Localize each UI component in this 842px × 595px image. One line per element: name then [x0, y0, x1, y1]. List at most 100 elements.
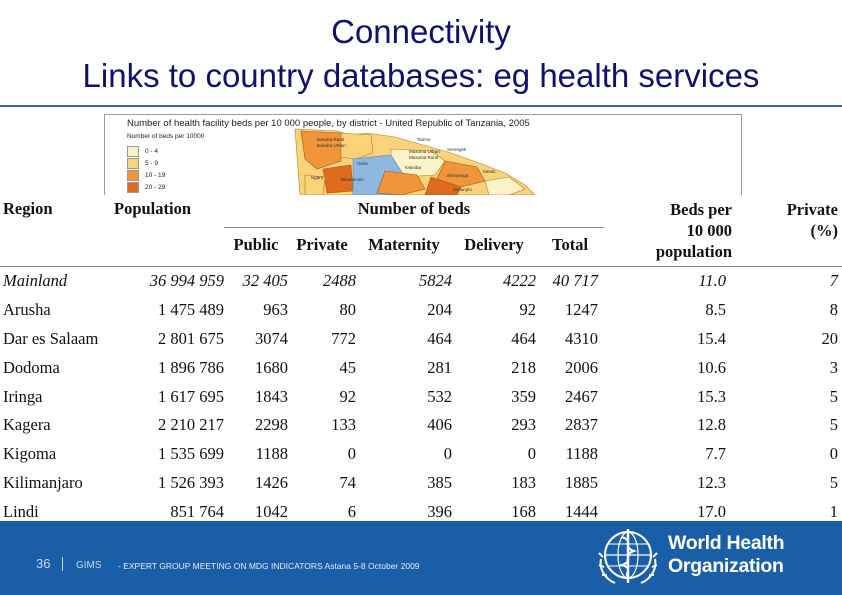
table-row: Kagera 2 210 217 2298 133 406 293 2837 12.8 5 — [0, 411, 842, 440]
map-legend-title: Number of beds per 10000 — [127, 133, 205, 140]
cell-beds-per: 7.7 — [705, 444, 726, 464]
table-row-total: Mainland 36 994 959 32 405 2488 5824 4222 40 7… — [0, 267, 842, 296]
cell-public: 1426 — [255, 472, 288, 492]
cell-total: 2837 — [565, 415, 598, 435]
cell-population: 36 994 959 — [149, 271, 224, 291]
cell-private: 133 — [331, 415, 356, 435]
cell-delivery: 92 — [519, 300, 537, 320]
cell-total: 2467 — [565, 386, 598, 406]
cell-private-pct: 1 — [829, 501, 838, 521]
legend-swatch — [127, 170, 139, 181]
cell-population: 2 801 675 — [158, 328, 224, 348]
table-row: Lindi 851 764 1042 6 396 168 1444 17.0 1 — [0, 497, 842, 526]
who-wordmark: World Health Organization — [668, 532, 785, 578]
legend-label: 0 - 4 — [145, 148, 159, 155]
cell-region: Lindi — [3, 501, 39, 521]
cell-beds-per: 15.3 — [697, 386, 726, 406]
legend-label: 20 - 29 — [145, 184, 166, 191]
table-row: Kilimanjaro 1 526 393 1426 74 385 183 1885 12.3… — [0, 469, 842, 498]
cell-region: Dar es Salaam — [3, 328, 99, 348]
cell-delivery: 4222 — [503, 271, 536, 291]
cell-beds-per: 12.8 — [697, 415, 726, 435]
legend-label: 5 - 9 — [145, 160, 159, 167]
cell-beds-per: 15.4 — [697, 328, 726, 348]
cell-population: 851 764 — [170, 501, 224, 521]
map-legend-item: 20 - 29 — [127, 182, 165, 193]
cell-public: 1042 — [255, 501, 288, 521]
cell-total: 2006 — [565, 357, 598, 377]
cell-private-pct: 0 — [829, 444, 838, 464]
map-graphic — [294, 128, 536, 195]
who-emblem-icon — [598, 529, 658, 584]
map-district-label: Ngara — [311, 175, 324, 180]
cell-beds-per: 17.0 — [697, 501, 726, 521]
slide-title-line2: Links to country databases: eg health se… — [82, 57, 760, 94]
cell-public: 1188 — [255, 444, 288, 464]
table-body: Mainland 36 994 959 32 405 2488 5824 4222 40 7… — [0, 267, 842, 527]
map-district-label: Musoma Urban — [409, 149, 440, 154]
header-region: Region — [3, 199, 53, 218]
cell-region: Arusha — [3, 300, 51, 320]
cell-maternity: 204 — [427, 300, 452, 320]
map-title: Number of health facility beds per 10 00… — [127, 118, 530, 129]
map-district-label: Meatu — [483, 169, 496, 174]
cell-delivery: 0 — [527, 444, 536, 464]
footer-org: GIMS — [76, 560, 102, 571]
cell-maternity: 281 — [427, 357, 452, 377]
map-district-label: Biharamulo — [341, 177, 364, 182]
cell-private-pct: 3 — [829, 357, 838, 377]
map-legend-item: 0 - 4 — [127, 146, 158, 157]
map-district-label: Simanjiro — [453, 187, 472, 192]
header-beds-per-line: Beds per — [670, 200, 732, 219]
cell-total: 1444 — [565, 501, 598, 521]
cell-population: 1 535 699 — [158, 444, 224, 464]
beds-table: Region Population Number of beds Beds pe… — [0, 194, 842, 526]
who-name-line1: World Health — [668, 532, 785, 554]
slide-title-line1: Connectivity — [331, 13, 511, 50]
cell-public: 1680 — [255, 357, 288, 377]
table-subheader-row: Public Private Maternity Delivery Total — [0, 227, 842, 262]
cell-public: 1843 — [255, 386, 288, 406]
cell-population: 1 617 695 — [158, 386, 224, 406]
table-row: Dodoma 1 896 786 1680 45 281 218 2006 10.6 3 — [0, 353, 842, 382]
title-divider — [0, 105, 842, 107]
map-district-label: Bukoba Urban — [317, 143, 346, 148]
cell-population: 1 475 489 — [158, 300, 224, 320]
cell-maternity: 464 — [427, 328, 452, 348]
cell-public: 32 405 — [242, 271, 288, 291]
page-number: 36 — [36, 556, 51, 571]
footer-meeting-text: - EXPERT GROUP MEETING ON MDG INDICATORS… — [118, 561, 420, 571]
cell-public: 2298 — [255, 415, 288, 435]
cell-maternity: 5824 — [419, 271, 452, 291]
table-row: Kigoma 1 535 699 1188 0 0 0 1188 7.7 0 — [0, 440, 842, 469]
cell-maternity: 406 — [427, 415, 452, 435]
map-district-label: Geita — [357, 161, 368, 166]
cell-beds-per: 11.0 — [698, 271, 726, 291]
header-private-line: Private — [786, 200, 838, 219]
cell-region: Dodoma — [3, 357, 60, 377]
table-row: Dar es Salaam 2 801 675 3074 772 464 464 4310 1… — [0, 325, 842, 354]
footer-divider — [62, 557, 63, 571]
map-district-label: Musoma Rural — [409, 155, 439, 160]
cell-private-pct: 20 — [821, 328, 839, 348]
cell-private-pct: 7 — [829, 271, 838, 291]
cell-private: 92 — [339, 386, 357, 406]
header-private-line: (%) — [810, 221, 839, 240]
header-private: Private — [296, 234, 348, 254]
header-beds-per-population: Beds per 10 000 population — [604, 194, 732, 262]
cell-delivery: 464 — [511, 328, 536, 348]
cell-maternity: 532 — [427, 386, 452, 406]
cell-total: 1247 — [565, 300, 598, 320]
cell-region: Kilimanjaro — [3, 472, 83, 492]
cell-population: 1 896 786 — [158, 357, 224, 377]
header-public: Public — [233, 234, 279, 254]
legend-swatch — [127, 182, 139, 193]
header-total: Total — [551, 234, 589, 254]
map-district-label: Shinyanga — [447, 173, 469, 178]
cell-population: 2 210 217 — [158, 415, 224, 435]
cell-private-pct: 5 — [829, 472, 838, 492]
cell-private: 0 — [347, 444, 356, 464]
cell-delivery: 168 — [511, 501, 536, 521]
footer-bar: 36 GIMS - EXPERT GROUP MEETING ON MDG IN… — [0, 521, 842, 595]
cell-public: 3074 — [255, 328, 288, 348]
